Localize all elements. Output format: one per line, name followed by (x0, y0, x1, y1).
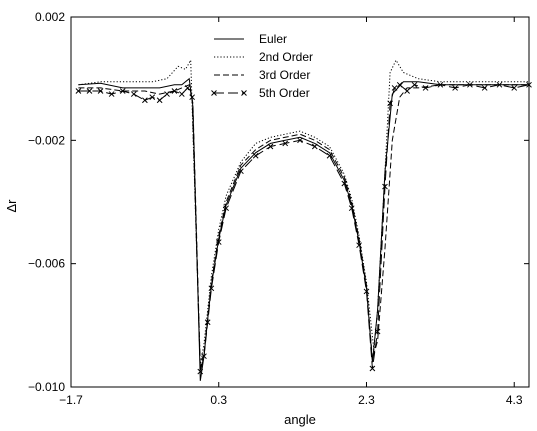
series-line (78, 84, 529, 369)
legend-label: 3rd Order (259, 68, 310, 82)
series-line (78, 77, 529, 381)
data-point-marker (467, 81, 473, 88)
data-point-marker (215, 239, 222, 245)
x-tick-label: 2.3 (358, 393, 375, 407)
y-tick-label: −0.010 (28, 380, 65, 394)
y-axis-label: Δr (4, 199, 19, 213)
data-point-marker (297, 137, 303, 144)
data-point-marker (496, 81, 503, 88)
data-point-marker (75, 88, 82, 94)
data-point-marker (369, 365, 376, 372)
data-point-marker (97, 88, 104, 94)
data-point-marker (164, 91, 170, 97)
legend: Euler 2nd Order 3rd Order 5th Order (211, 32, 313, 100)
data-point-marker (208, 285, 215, 292)
data-point-marker (201, 353, 207, 360)
y-tick-label: 0.002 (35, 10, 65, 24)
x-axis-label: angle (284, 412, 316, 427)
data-point-marker (119, 88, 126, 94)
data-point-marker (311, 143, 318, 150)
legend-label: Euler (259, 32, 287, 46)
legend-label: 2nd Order (259, 50, 313, 64)
data-point-marker (204, 319, 211, 326)
data-point-marker (437, 81, 444, 88)
data-point-marker (452, 85, 458, 91)
x-tick-label: −1.7 (59, 393, 83, 407)
series-group (75, 58, 532, 381)
data-point-marker (356, 242, 362, 249)
data-point-marker (86, 88, 93, 94)
data-point-marker (511, 85, 518, 91)
legend-item: 5th Order (211, 86, 310, 100)
y-tick-label: −0.002 (28, 133, 65, 147)
y-tick-label: −0.006 (28, 257, 65, 271)
series-2nd-order (78, 58, 529, 366)
data-point-marker (391, 85, 398, 91)
series-line (78, 58, 529, 366)
x-tick-label: 0.3 (210, 393, 227, 407)
data-point-marker (326, 152, 333, 159)
data-point-marker (341, 180, 348, 187)
legend-item: 2nd Order (214, 50, 313, 64)
legend-item: Euler (214, 32, 287, 46)
legend-marker (241, 90, 247, 96)
data-point-marker (178, 91, 185, 97)
series-3rd-order (78, 84, 529, 369)
data-point-marker (422, 85, 429, 91)
data-point-marker (481, 85, 488, 91)
legend-item: 3rd Order (214, 68, 310, 82)
data-point-marker (411, 81, 418, 88)
series-5th-order (75, 81, 532, 375)
data-point-marker (348, 205, 355, 212)
legend-label: 5th Order (259, 86, 310, 100)
plot-frame (70, 16, 530, 388)
x-axis-ticks: −1.7 0.3 2.3 4.3 (59, 17, 523, 407)
series-euler (78, 77, 529, 381)
data-point-marker (238, 168, 244, 175)
data-point-marker (156, 97, 163, 104)
data-point-marker (171, 88, 178, 94)
data-point-marker (404, 88, 410, 94)
data-point-marker (252, 152, 259, 159)
data-point-marker (382, 183, 388, 190)
data-point-marker (223, 205, 229, 212)
data-point-marker (526, 81, 532, 88)
x-tick-label: 4.3 (506, 393, 523, 407)
data-point-marker (130, 91, 137, 97)
data-point-marker (267, 143, 274, 150)
data-point-marker (396, 81, 403, 88)
data-point-marker (363, 288, 370, 295)
y-axis-ticks: −0.010 −0.006 −0.002 0.002 (28, 10, 529, 394)
data-point-marker (189, 94, 196, 101)
legend-marker (211, 90, 217, 96)
data-point-marker (184, 85, 191, 91)
data-point-marker (142, 97, 148, 104)
data-point-marker (149, 94, 156, 101)
data-point-marker (387, 100, 393, 107)
data-point-marker (197, 368, 204, 375)
data-point-marker (374, 328, 381, 335)
data-point-marker (282, 140, 289, 147)
data-point-marker (108, 91, 115, 97)
series-line (78, 84, 530, 372)
